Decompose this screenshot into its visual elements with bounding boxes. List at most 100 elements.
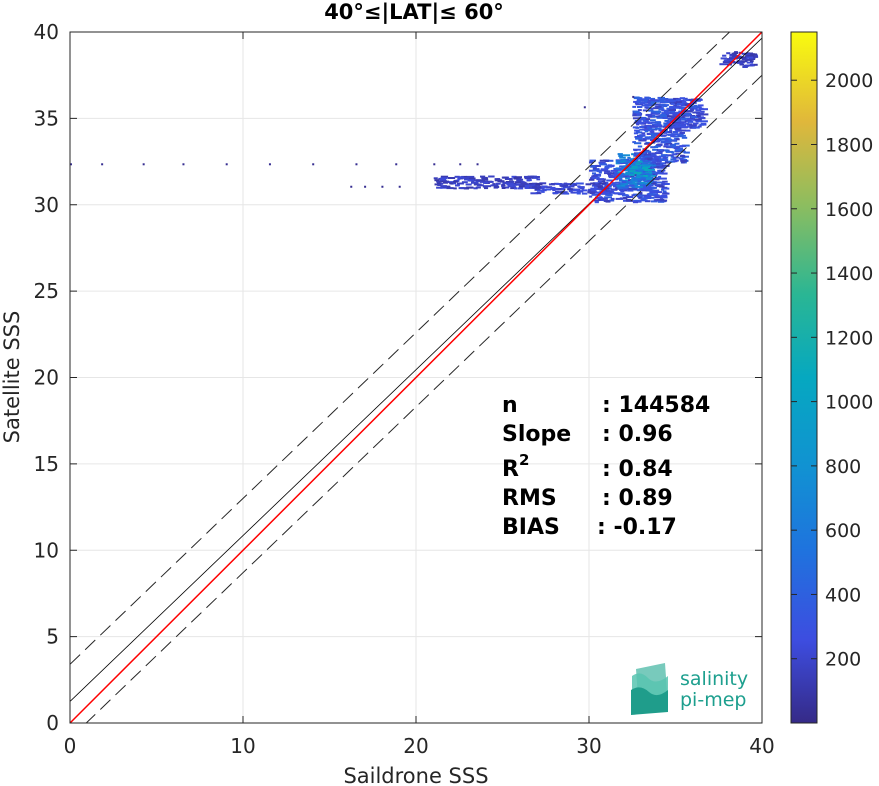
density-cell-5-153 xyxy=(670,158,677,161)
density-cell-5-0 xyxy=(679,99,685,102)
density-cell-5-140 xyxy=(650,100,655,103)
density-cell-5-383 xyxy=(657,143,663,146)
fit-line xyxy=(70,37,762,702)
density-cell-5-272 xyxy=(671,107,676,110)
density-cell-5-222 xyxy=(665,142,673,145)
density-cell-0-358 xyxy=(591,176,596,179)
density-cell-3-80 xyxy=(555,190,560,193)
density-cell-3-100 xyxy=(539,182,547,185)
density-cell-2-36 xyxy=(642,167,649,170)
density-cell-7-32 xyxy=(746,61,754,64)
density-cell-0-254 xyxy=(589,169,593,172)
density-cell-5-345 xyxy=(635,126,640,129)
density-cell-0-326 xyxy=(657,184,663,187)
density-cell-3-90 xyxy=(603,187,610,190)
density-cell-1-148 xyxy=(617,153,623,156)
density-cell-1-100 xyxy=(616,184,622,187)
density-cell-4-118 xyxy=(488,175,495,178)
density-cell-2-0 xyxy=(629,173,635,176)
density-cell-5-331 xyxy=(648,106,652,109)
sparse-point-1 xyxy=(101,163,104,166)
density-cell-0-236 xyxy=(654,199,660,202)
density-cell-5-59 xyxy=(632,141,636,144)
density-cell-6-120 xyxy=(693,118,702,121)
density-cell-0-264 xyxy=(615,170,619,173)
density-cell-3-54 xyxy=(546,186,553,189)
stat-r2-value: : 0.84 xyxy=(602,457,673,482)
density-cell-5-217 xyxy=(663,145,667,148)
density-cell-5-381 xyxy=(675,149,683,152)
density-cell-0-319 xyxy=(604,165,612,168)
density-cell-7-40 xyxy=(731,55,736,58)
density-cell-4-133 xyxy=(513,176,518,179)
density-cell-6-123 xyxy=(692,126,700,129)
density-cell-6-65 xyxy=(686,125,692,128)
density-cell-0-271 xyxy=(623,199,627,202)
density-cell-5-65 xyxy=(652,107,661,110)
density-cell-1-6 xyxy=(619,184,626,187)
density-cell-2-26 xyxy=(645,171,652,174)
density-cell-4-65 xyxy=(440,186,447,189)
density-cell-0-0 xyxy=(589,161,594,164)
density-cell-7-39 xyxy=(719,63,727,66)
sparse-point-12 xyxy=(350,185,353,188)
density-cell-4-23 xyxy=(451,182,456,185)
density-cell-0-345 xyxy=(597,182,601,185)
density-cell-5-184 xyxy=(662,117,668,119)
density-cell-0-142 xyxy=(639,199,648,202)
density-cell-5-25 xyxy=(679,157,684,160)
density-cell-3-48 xyxy=(588,190,597,193)
density-cell-5-277 xyxy=(633,132,639,135)
sparse-point-8 xyxy=(395,163,398,166)
density-cell-5-340 xyxy=(647,122,653,125)
density-cell-0-394 xyxy=(647,186,652,189)
density-cell-0-104 xyxy=(625,196,630,198)
density-cell-6-97 xyxy=(683,112,692,115)
density-cell-3-14 xyxy=(538,187,545,190)
density-cell-4-143 xyxy=(494,178,500,181)
density-cell-4-24 xyxy=(466,175,475,178)
density-cell-4-130 xyxy=(483,181,489,184)
density-cell-3-67 xyxy=(538,185,542,188)
density-cell-3-51 xyxy=(561,192,567,195)
chart-title: 40°≤|LAT|≤ 60° xyxy=(324,0,504,25)
density-cell-5-358 xyxy=(636,99,643,102)
density-cell-5-327 xyxy=(676,133,684,136)
density-cell-1-34 xyxy=(645,173,653,176)
density-cell-6-100 xyxy=(672,125,680,128)
density-cell-3-68 xyxy=(573,189,580,191)
density-cell-1-118 xyxy=(625,181,633,184)
density-cell-1-62 xyxy=(620,179,628,182)
density-cell-1-145 xyxy=(632,178,641,181)
density-cell-0-276 xyxy=(652,193,658,196)
density-cell-1-52 xyxy=(647,168,655,171)
density-cell-7-9 xyxy=(729,53,737,56)
density-cell-5-75 xyxy=(638,145,642,148)
density-cell-0-183 xyxy=(606,159,614,162)
density-cell-0-243 xyxy=(659,199,668,202)
density-cell-5-360 xyxy=(634,158,639,161)
density-cell-1-124 xyxy=(622,181,627,184)
density-cell-7-57 xyxy=(750,53,758,56)
density-cell-4-105 xyxy=(449,182,453,185)
density-cell-6-34 xyxy=(668,98,677,101)
density-cell-5-290 xyxy=(661,109,665,112)
density-cell-5-376 xyxy=(653,157,662,160)
density-cell-0-292 xyxy=(661,182,666,185)
density-cell-1-84 xyxy=(624,173,631,176)
stat-slope-label: Slope xyxy=(502,422,571,447)
density-cell-4-113 xyxy=(531,185,537,188)
density-cell-4-158 xyxy=(482,179,486,182)
density-cell-5-96 xyxy=(669,129,673,132)
density-cell-0-365 xyxy=(613,192,620,195)
density-cell-5-386 xyxy=(633,121,642,124)
density-cell-6-96 xyxy=(680,104,684,107)
density-cell-3-78 xyxy=(536,192,542,195)
density-cell-0-341 xyxy=(646,189,655,192)
density-cell-5-172 xyxy=(642,160,650,163)
density-cell-5-227 xyxy=(648,128,655,131)
density-cell-5-202 xyxy=(636,120,642,122)
colorbar xyxy=(790,31,818,724)
density-cell-0-47 xyxy=(644,200,651,203)
density-cell-6-121 xyxy=(687,123,692,126)
